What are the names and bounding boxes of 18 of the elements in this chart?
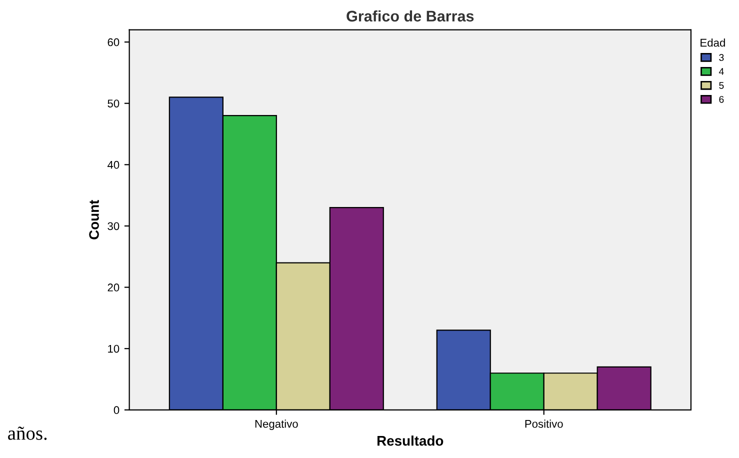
- legend-label: 3: [719, 54, 724, 61]
- y-tick-label: 10: [108, 344, 120, 353]
- legend-label: 5: [719, 82, 724, 89]
- legend-label: 6: [719, 96, 724, 103]
- y-tick-label: 30: [108, 222, 120, 230]
- x-tick-label: Negativo: [255, 420, 298, 430]
- x-tick-label: Positivo: [525, 420, 563, 428]
- y-tick-label: 20: [108, 284, 120, 292]
- legend-title: Edad: [700, 38, 725, 47]
- y-tick-label: 0: [114, 406, 120, 414]
- chart-title: Grafico de Barras: [346, 10, 474, 22]
- text: años.: [8, 426, 47, 440]
- y-tick-label: 60: [108, 38, 120, 46]
- y-axis-title: Count: [89, 200, 99, 240]
- y-tick-label: 40: [108, 160, 120, 169]
- x-axis-title: Resultado: [378, 436, 444, 446]
- y-tick-label: 50: [108, 100, 120, 108]
- legend-label: 4: [718, 68, 724, 75]
